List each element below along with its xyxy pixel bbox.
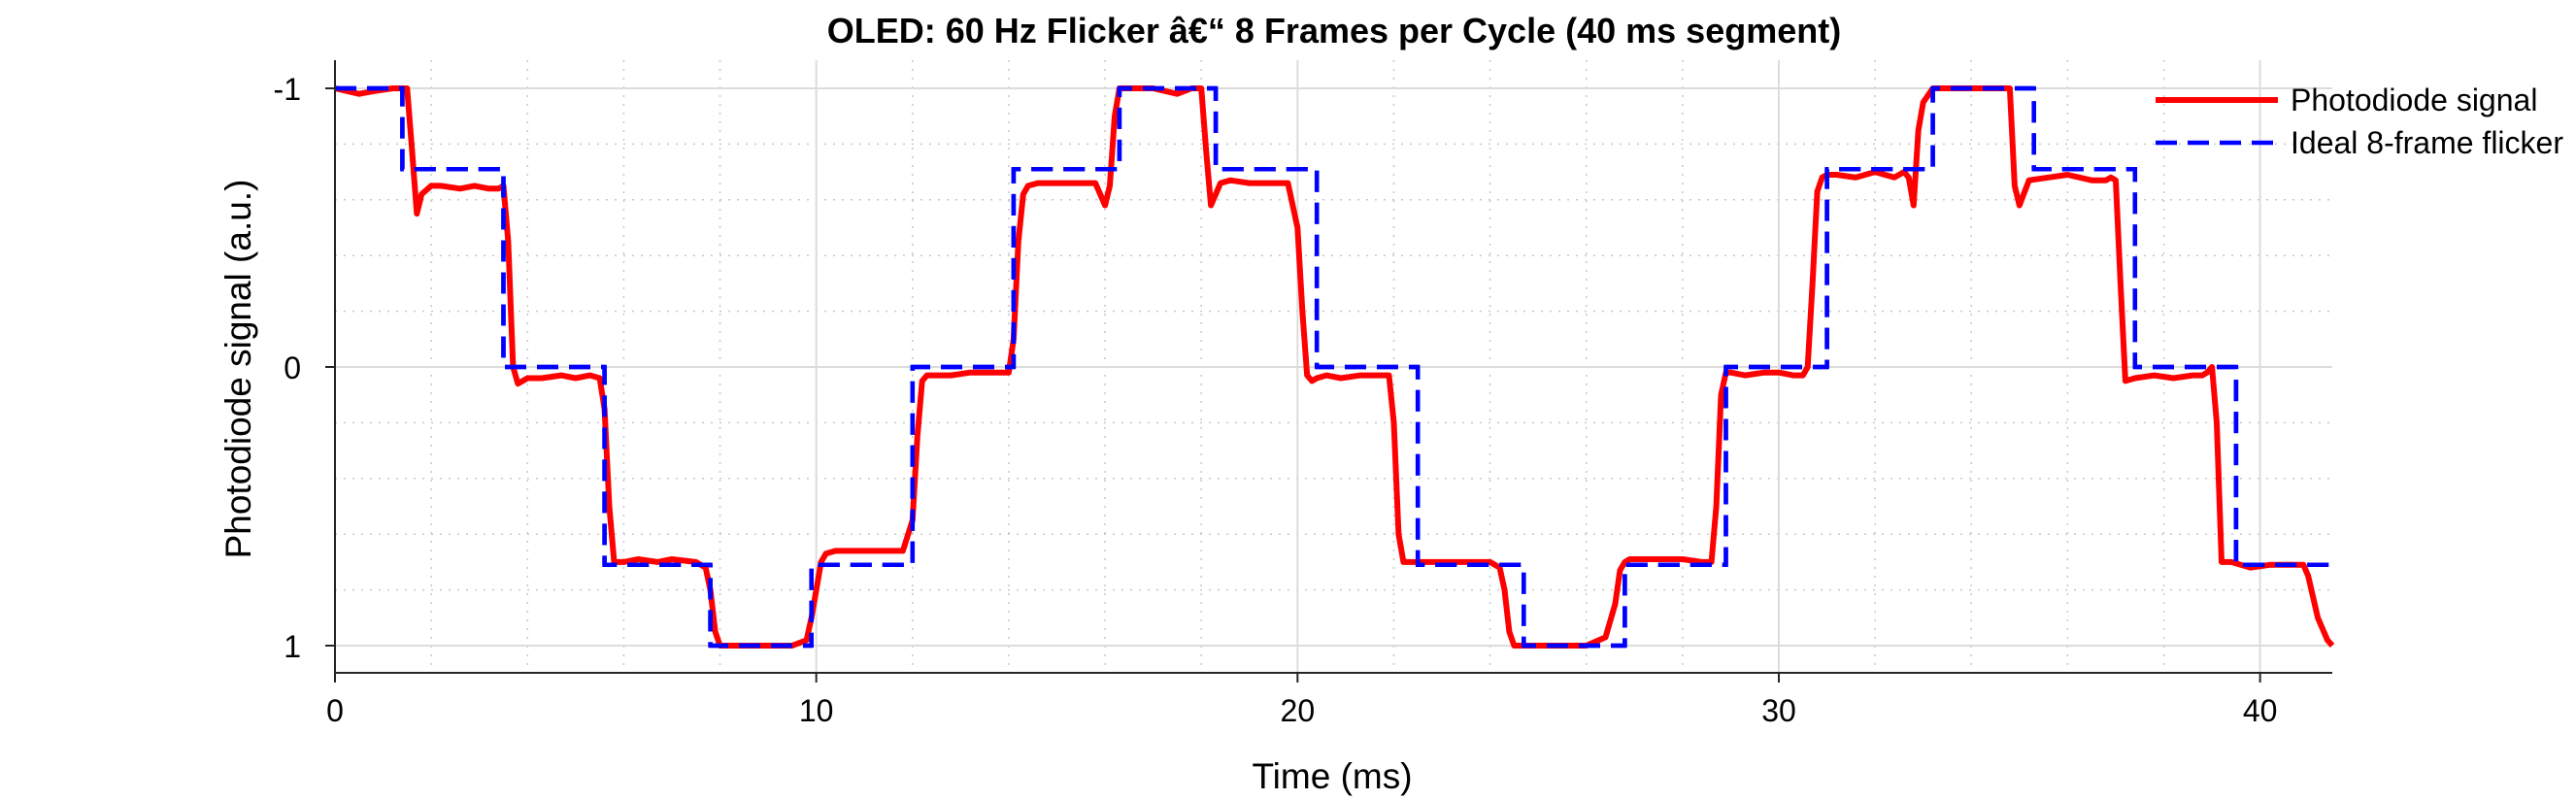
x-axis-label: Time (ms): [1252, 756, 1412, 796]
y-tick-label: -1: [274, 72, 301, 107]
x-tick-label: 0: [326, 693, 344, 728]
legend-label-photodiode: Photodiode signal: [2291, 83, 2537, 117]
x-tick-label: 40: [2243, 693, 2278, 728]
x-tick-label: 20: [1281, 693, 1316, 728]
legend-label-ideal: Ideal 8-frame flicker: [2291, 125, 2563, 160]
x-tick-label: 30: [1761, 693, 1796, 728]
y-tick-label: 1: [284, 629, 301, 664]
axes: [325, 60, 2332, 683]
chart-title: OLED: 60 Hz Flicker â€“ 8 Frames per Cyc…: [827, 11, 1841, 50]
x-tick-label: 10: [799, 693, 834, 728]
tick-labels: 0 10 20 30 40-101: [274, 72, 2278, 728]
y-axis-label: Photodiode signal (a.u.): [218, 180, 258, 559]
series-ideal-overlay: [335, 85, 2332, 649]
plot-area: [334, 85, 2335, 649]
legend: Photodiode signal Ideal 8-frame flicker: [2156, 83, 2563, 160]
series-photodiode: [334, 85, 2335, 649]
y-tick-label: 0: [284, 350, 301, 385]
